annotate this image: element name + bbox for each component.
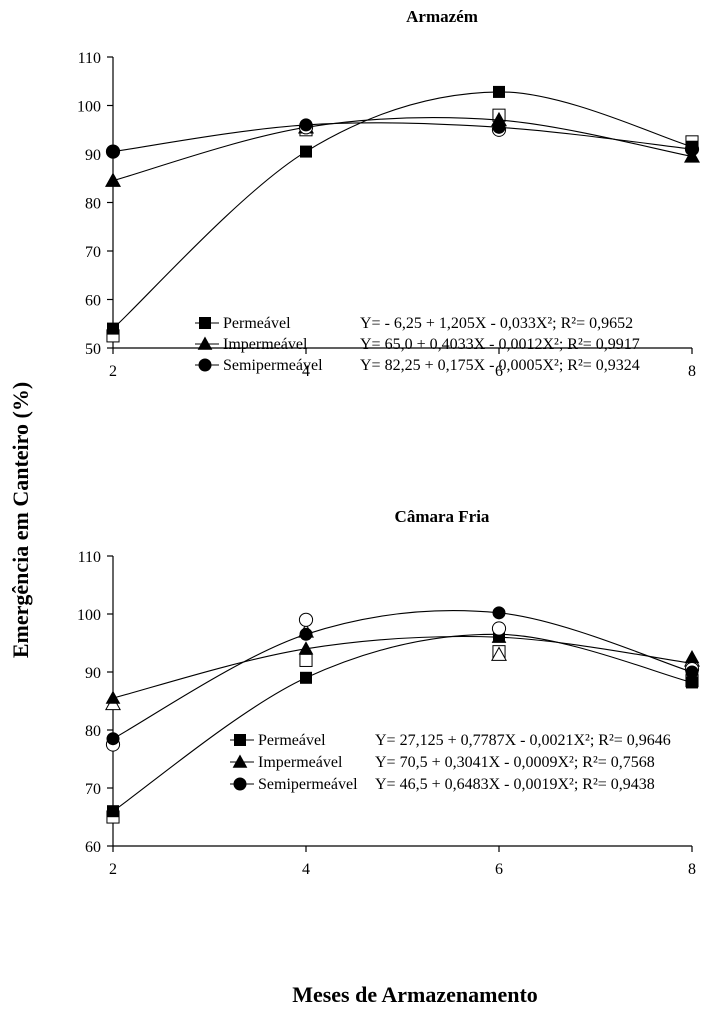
legend-marker	[233, 777, 247, 791]
point-filled	[300, 671, 312, 684]
y-tick-label: 90	[85, 665, 101, 682]
point-filled	[299, 627, 313, 641]
y-tick-label: 110	[78, 50, 101, 67]
fit-curve	[112, 122, 693, 153]
point-filled	[107, 805, 119, 818]
x-tick-label: 8	[688, 363, 696, 380]
y-tick-label: 100	[77, 607, 101, 624]
y-tick-label: 70	[85, 781, 101, 798]
point-open	[298, 612, 314, 627]
point-filled	[491, 629, 507, 643]
point-filled	[299, 118, 313, 132]
chart-title: Armazém	[406, 7, 478, 26]
x-tick-label: 2	[109, 861, 117, 878]
x-tick-label: 4	[302, 861, 310, 878]
x-tick-label: 2	[109, 363, 117, 380]
legend-label: Permeável	[258, 732, 326, 749]
x-tick-label: 6	[495, 363, 503, 380]
point-filled	[684, 649, 700, 664]
point-filled	[492, 606, 506, 620]
y-tick-label: 60	[85, 293, 101, 310]
legend-marker	[197, 336, 213, 350]
point-filled	[298, 641, 314, 655]
fit-curve	[112, 116, 693, 182]
y-tick-label: 90	[85, 147, 101, 164]
point-filled	[685, 142, 699, 156]
x-axis-title: Meses de Armazenamento	[292, 982, 538, 1007]
legend-marker	[232, 754, 248, 768]
regression-equation: Y= 82,25 + 0,175X - 0,0005X²; R²= 0,9324	[360, 357, 640, 374]
point-filled	[492, 120, 506, 134]
point-filled	[106, 732, 120, 746]
fit-curve	[112, 635, 693, 699]
regression-equation: Y= 70,5 + 0,3041X - 0,0009X²; R²= 0,7568	[375, 754, 655, 771]
y-tick-label: 110	[78, 549, 101, 566]
point-filled	[685, 665, 699, 679]
legend-marker	[199, 317, 211, 329]
point-filled	[686, 676, 698, 689]
fit-curve	[112, 91, 693, 330]
y-tick-label: 100	[77, 99, 101, 116]
point-filled	[493, 85, 505, 98]
chart-title: Câmara Fria	[395, 507, 490, 526]
legend-label: Permeável	[223, 315, 291, 332]
point-open	[491, 646, 507, 661]
point-filled	[105, 173, 121, 187]
y-axis-title: Emergência em Canteiro (%)	[8, 382, 33, 658]
x-tick-label: 4	[302, 363, 310, 380]
y-tick-label: 70	[85, 244, 101, 261]
regression-equation: Y= - 6,25 + 1,205X - 0,033X²; R²= 0,9652	[360, 315, 633, 332]
y-tick-label: 60	[85, 839, 101, 856]
fit-curve	[112, 610, 693, 740]
legend-label: Semipermeável	[223, 357, 323, 374]
legend-label: Semipermeável	[258, 776, 358, 793]
legend-marker	[234, 734, 246, 746]
regression-equation: Y= 27,125 + 0,7787X - 0,0021X²; R²= 0,96…	[375, 732, 671, 749]
regression-equation: Y= 65,0 + 0,4033X - 0,0012X²; R²= 0,9917	[360, 336, 640, 353]
fit-curve	[112, 633, 693, 812]
x-tick-label: 6	[495, 861, 503, 878]
point-filled	[107, 322, 119, 335]
legend-label: Impermeável	[223, 336, 308, 353]
regression-equation: Y= 46,5 + 0,6483X - 0,0019X²; R²= 0,9438	[375, 776, 655, 793]
legend-marker	[198, 358, 212, 372]
point-open	[299, 653, 313, 667]
chart-camara-fria: Câmara Fria 60 70 80 90 100 110 2 4 6 8 Permeável Y=…	[77, 507, 700, 878]
x-tick-label: 8	[688, 861, 696, 878]
point-filled	[105, 690, 121, 704]
chart-armazem: Armazém 50 60 70 80 90 100 110 2 4 6 8 Permeável Y= -…	[77, 7, 700, 380]
y-tick-label: 80	[85, 723, 101, 740]
y-tick-label: 50	[85, 341, 101, 358]
point-open	[491, 621, 507, 636]
point-filled	[300, 145, 312, 158]
legend-label: Impermeável	[258, 754, 343, 771]
y-tick-label: 80	[85, 196, 101, 213]
point-filled	[106, 145, 120, 159]
